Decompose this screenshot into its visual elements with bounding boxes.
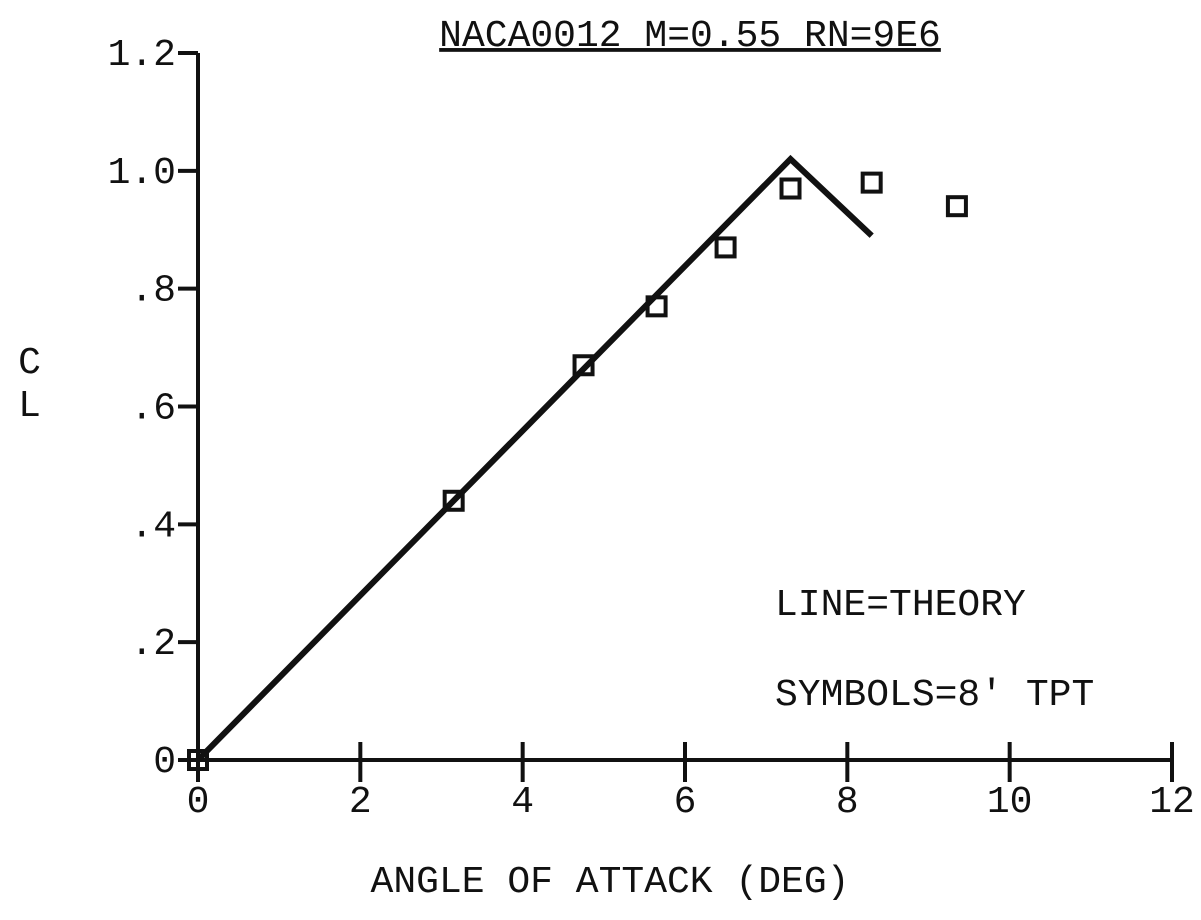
x-tick-label: 4 — [511, 781, 534, 824]
annotation: SYMBOLS=8' TPT — [775, 674, 1094, 717]
y-tick-label: .6 — [130, 388, 176, 431]
y-axis-label: CL — [8, 342, 51, 428]
data-symbol — [442, 489, 465, 512]
y-tick-label: .2 — [130, 623, 176, 666]
y-tick-label: 1.2 — [108, 34, 176, 77]
data-symbol — [714, 236, 737, 259]
data-symbol — [860, 171, 883, 194]
data-symbol — [645, 295, 668, 318]
chart-title: NACA0012 M=0.55 RN=9E6 — [439, 15, 941, 58]
theory-line — [195, 154, 874, 763]
y-tick-label: .8 — [130, 270, 176, 313]
data-symbol — [187, 749, 209, 771]
y-tick-label: 1.0 — [108, 152, 176, 195]
data-symbol — [572, 354, 595, 377]
x-tick-label: 8 — [836, 781, 859, 824]
data-symbol — [945, 195, 968, 218]
x-axis-label: ANGLE OF ATTACK (DEG) — [371, 861, 850, 904]
data-symbol — [779, 177, 802, 200]
y-tick-label: .4 — [130, 505, 176, 548]
x-tick-label: 0 — [187, 781, 210, 824]
annotation: LINE=THEORY — [775, 584, 1026, 627]
y-tick-label: 0 — [153, 741, 176, 784]
x-tick-label: 12 — [1149, 781, 1195, 824]
x-tick-label: 10 — [987, 781, 1033, 824]
x-tick-label: 2 — [349, 781, 372, 824]
x-tick-label: 6 — [674, 781, 697, 824]
